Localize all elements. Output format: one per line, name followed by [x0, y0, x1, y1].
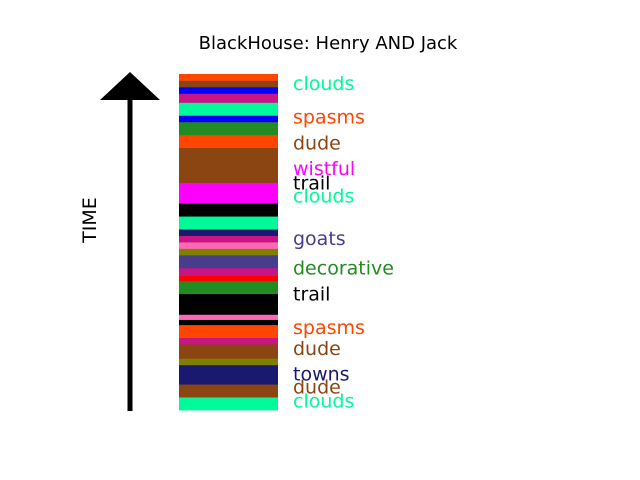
- bar-segment: [179, 397, 278, 411]
- segment-label: spasms: [293, 317, 365, 339]
- bar-segment: [179, 235, 278, 243]
- segment-labels: cloudsdudetownsdudespasmstraildecorative…: [293, 73, 394, 413]
- bar-segment: [179, 364, 278, 385]
- y-axis-label: TIME: [79, 197, 101, 244]
- segment-label: spasms: [293, 106, 365, 128]
- bar-segment: [179, 121, 278, 136]
- segment-label: clouds: [293, 73, 354, 95]
- bar-segment: [179, 182, 278, 204]
- bar-segment: [179, 115, 278, 123]
- bar-segment: [179, 248, 278, 256]
- bar-segment: [179, 344, 278, 359]
- segment-label: dude: [293, 132, 341, 154]
- bar-segment: [179, 147, 278, 165]
- bar-segment: [179, 319, 278, 326]
- segment-label: trail: [293, 283, 330, 305]
- segment-label: wistful: [293, 158, 355, 180]
- bar-segment: [179, 314, 278, 320]
- bar-segment: [179, 254, 278, 269]
- segment-label: towns: [293, 364, 350, 386]
- bar-segment: [179, 134, 278, 149]
- bar-segment: [179, 93, 278, 103]
- bar-segment: [179, 164, 278, 183]
- bar-segment: [179, 337, 278, 345]
- bar-segment: [179, 242, 278, 249]
- time-arrow: [100, 72, 160, 411]
- bar-segments: [179, 74, 278, 411]
- segment-label: goats: [293, 228, 346, 250]
- bar-segment: [179, 384, 278, 398]
- segment-label: clouds: [293, 185, 354, 207]
- segment-label: dude: [293, 338, 341, 360]
- bar-segment: [179, 203, 278, 217]
- segment-label: decorative: [293, 258, 394, 280]
- segment-label: dude: [293, 377, 341, 399]
- bar-segment: [179, 324, 278, 339]
- chart-title: BlackHouse: Henry AND Jack: [199, 33, 458, 54]
- segment-label: clouds: [293, 391, 354, 413]
- bar-segment: [179, 229, 278, 236]
- time-arrow-head: [100, 72, 160, 100]
- bar-segment: [179, 280, 278, 295]
- bar-segment: [179, 102, 278, 116]
- bar-segment: [179, 74, 278, 81]
- bar-segment: [179, 358, 278, 366]
- bar-segment: [179, 86, 278, 94]
- bar-segment: [179, 293, 278, 315]
- bar-segment: [179, 80, 278, 88]
- segment-label: trail: [293, 172, 330, 194]
- bar-segment: [179, 267, 278, 276]
- bar-segment: [179, 216, 278, 230]
- bar-segment: [179, 275, 278, 282]
